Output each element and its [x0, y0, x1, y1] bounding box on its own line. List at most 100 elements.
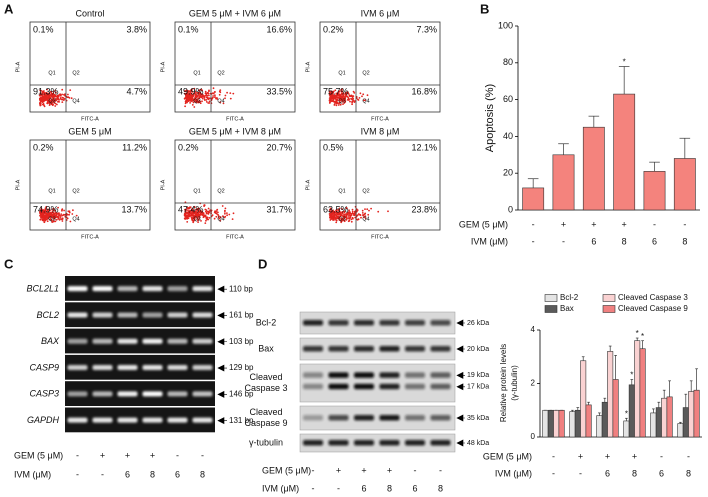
condition-label: GEM (5 μM) — [14, 450, 63, 460]
dot — [48, 104, 51, 106]
dot — [328, 97, 331, 99]
dot — [42, 215, 45, 218]
scatter-dots — [183, 201, 235, 225]
gene-label: BCL2L1 — [26, 284, 59, 294]
quadrant-label: Q4 — [217, 216, 224, 222]
dot — [352, 95, 355, 97]
condition-value: + — [561, 219, 566, 229]
dot — [40, 215, 43, 218]
dot — [337, 212, 339, 214]
dot — [216, 208, 219, 211]
dot — [190, 94, 193, 97]
dot — [40, 217, 43, 219]
condition-value: 8 — [686, 468, 691, 478]
scatter-dots — [39, 205, 78, 224]
quadrant-percent: 11.2% — [122, 142, 147, 152]
dot — [190, 208, 193, 211]
dot — [224, 212, 226, 215]
dot — [340, 93, 343, 96]
y-axis-label: PI-A — [15, 179, 21, 190]
dot — [346, 99, 349, 101]
y-axis-label: PI-A — [160, 179, 166, 190]
dot — [205, 96, 208, 99]
dot — [54, 98, 57, 100]
dot — [332, 98, 335, 101]
y-axis-label: PI-A — [160, 61, 166, 72]
dot — [363, 99, 365, 102]
dot — [184, 90, 187, 92]
dot — [188, 92, 191, 95]
condition-value: - — [653, 219, 656, 229]
dot — [200, 96, 203, 98]
dot — [71, 213, 74, 215]
dot — [48, 102, 51, 105]
dot — [61, 96, 64, 99]
dot — [61, 209, 63, 212]
y-axis-label: PI-A — [305, 61, 311, 72]
dot — [333, 219, 335, 221]
gene-label: BCL2 — [36, 310, 59, 320]
y-tick-label: 60 — [503, 94, 513, 104]
bar — [661, 397, 668, 438]
dot — [183, 92, 186, 95]
dot — [52, 90, 55, 93]
bar — [552, 154, 575, 211]
dot — [208, 94, 210, 97]
condition-value: 8 — [200, 469, 205, 479]
dot — [341, 210, 344, 213]
dot — [47, 97, 49, 100]
dot — [344, 92, 347, 95]
dot — [52, 98, 54, 101]
dot — [186, 211, 189, 214]
dot — [53, 96, 55, 99]
plot-title: GEM 5 μM + IVM 8 μM — [189, 126, 281, 136]
dot — [203, 95, 206, 98]
blot-band — [405, 346, 425, 352]
gel-band — [142, 286, 163, 292]
dot — [224, 211, 226, 213]
dot — [335, 209, 338, 212]
dot — [189, 102, 192, 104]
dot — [206, 216, 209, 219]
quadrant-percent: 0.2% — [323, 24, 344, 34]
dot — [336, 213, 339, 216]
condition-value: - — [687, 451, 690, 461]
condition-label: IVM (μM) — [495, 468, 532, 478]
dot — [185, 89, 188, 92]
dot — [61, 93, 63, 96]
mass-label: 26 kDa — [467, 320, 489, 327]
dot — [329, 207, 332, 210]
dot — [219, 101, 222, 104]
gel-lane-strip — [65, 328, 215, 354]
dot — [63, 209, 65, 212]
blot-strip — [299, 337, 456, 361]
dot — [205, 101, 208, 103]
mass-label: 20 kDa — [467, 346, 489, 353]
dot — [46, 209, 49, 212]
dot — [213, 217, 216, 220]
dot — [190, 100, 193, 103]
dot — [54, 216, 57, 219]
dot — [56, 213, 59, 215]
condition-value: 8 — [438, 483, 443, 493]
gel-band — [67, 338, 88, 344]
dot — [51, 95, 54, 98]
blot-band — [303, 383, 323, 390]
dot — [188, 213, 190, 216]
blot-band — [328, 372, 349, 378]
blot-band — [430, 320, 451, 326]
dot — [39, 98, 42, 101]
dot — [40, 93, 43, 96]
arrow — [217, 285, 227, 293]
dot — [342, 97, 345, 100]
condition-value: 6 — [605, 468, 610, 478]
bar — [547, 409, 554, 438]
dot — [347, 92, 350, 95]
dot — [55, 99, 58, 102]
dot — [48, 212, 51, 215]
dot — [53, 94, 55, 97]
mass-label: 17 kDa — [467, 384, 489, 391]
dot — [339, 215, 342, 218]
quadrant-percent: 16.6% — [266, 24, 292, 34]
